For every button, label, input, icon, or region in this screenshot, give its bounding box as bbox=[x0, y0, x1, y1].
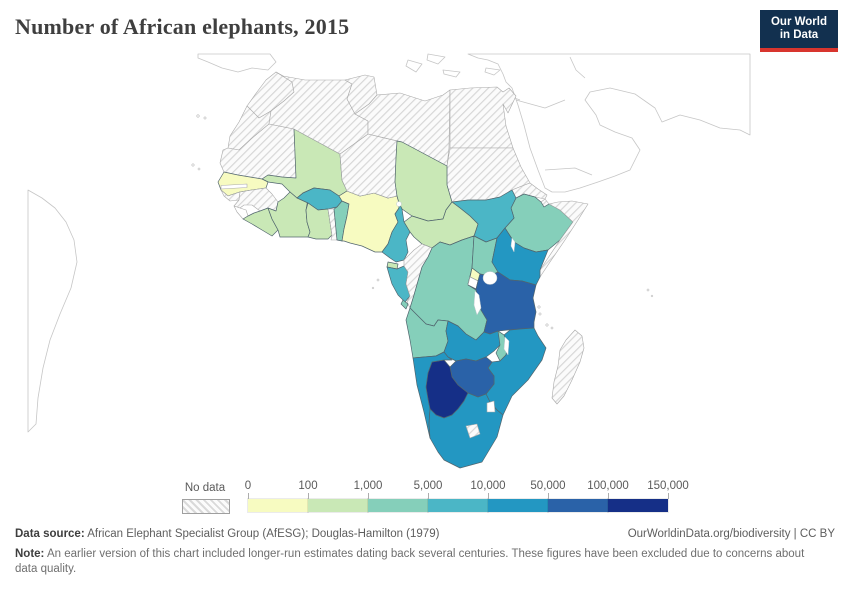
zanzibar bbox=[537, 305, 541, 309]
chart-footer: Data source: African Elephant Specialist… bbox=[15, 528, 835, 577]
legend-tick bbox=[488, 493, 489, 499]
country-cameroon[interactable] bbox=[381, 202, 411, 263]
map-legend[interactable]: No data 0 100 1,000 5,000 10,000 50,000 … bbox=[0, 478, 850, 522]
foreign-landmasses bbox=[27, 53, 751, 433]
lakes bbox=[396, 201, 516, 356]
note-label: Note: bbox=[15, 548, 45, 560]
owid-link[interactable]: OurWorldinData.org/biodiversity | CC BY bbox=[627, 528, 835, 540]
legend-tick bbox=[668, 493, 669, 499]
legend-tick bbox=[548, 493, 549, 499]
legend-bin[interactable] bbox=[247, 498, 309, 513]
legend-tick bbox=[608, 493, 609, 499]
data-source-text: African Elephant Specialist Group (AfESG… bbox=[84, 528, 440, 540]
cyprus bbox=[484, 67, 501, 76]
country-angola-cabinda[interactable] bbox=[400, 299, 409, 310]
legend-tick-label: 1,000 bbox=[353, 480, 383, 492]
greece bbox=[426, 53, 446, 65]
seychelles bbox=[646, 288, 650, 292]
legend-bin[interactable] bbox=[427, 498, 489, 513]
legend-tick bbox=[368, 493, 369, 499]
lake-turkana bbox=[510, 237, 516, 253]
lake-chad bbox=[396, 201, 402, 207]
no-data-label: No data bbox=[184, 482, 226, 494]
legend-bin[interactable] bbox=[367, 498, 429, 513]
lake-tanganyika bbox=[473, 290, 482, 316]
canary-islands bbox=[196, 114, 200, 118]
country-somalia[interactable] bbox=[539, 200, 589, 278]
sicily bbox=[405, 59, 423, 73]
country-ghana[interactable] bbox=[305, 202, 333, 240]
legend-tick-label: 100 bbox=[298, 480, 318, 492]
data-source-line: Data source: African Elephant Specialist… bbox=[15, 528, 439, 540]
legend-color-bar[interactable] bbox=[247, 498, 669, 513]
country-lesotho[interactable] bbox=[465, 423, 481, 439]
lake-victoria bbox=[482, 271, 498, 285]
logo-line2: in Data bbox=[779, 29, 819, 41]
country-namibia[interactable] bbox=[412, 351, 453, 439]
legend-tick-label: 50,000 bbox=[530, 480, 566, 492]
legend-bin[interactable] bbox=[307, 498, 369, 513]
country-gambia[interactable] bbox=[220, 183, 248, 190]
logo-line1: Our World bbox=[770, 16, 827, 29]
iberia-coast bbox=[197, 53, 277, 73]
south-america-coast bbox=[27, 189, 78, 433]
owid-logo[interactable]: Our World in Data bbox=[760, 10, 838, 52]
no-data-swatch[interactable] bbox=[182, 499, 230, 514]
country-south-africa[interactable] bbox=[428, 392, 504, 469]
africa-choropleth-map[interactable] bbox=[0, 52, 850, 482]
legend-tick bbox=[248, 493, 249, 499]
country-eswatini[interactable] bbox=[486, 400, 496, 413]
sao-tome bbox=[376, 278, 380, 282]
cape-verde bbox=[191, 163, 195, 167]
legend-bin[interactable] bbox=[547, 498, 609, 513]
legend-tick bbox=[308, 493, 309, 499]
note-line: Note: An earlier version of this chart i… bbox=[15, 547, 815, 577]
legend-bin[interactable] bbox=[487, 498, 549, 513]
crete bbox=[442, 69, 461, 78]
small-islands bbox=[191, 114, 654, 330]
legend-tick bbox=[428, 493, 429, 499]
legend-tick-label: 10,000 bbox=[470, 480, 506, 492]
legend-tick-label: 100,000 bbox=[587, 480, 629, 492]
data-source-label: Data source: bbox=[15, 528, 85, 540]
legend-tick-label: 150,000 bbox=[647, 480, 689, 492]
lake-malawi bbox=[503, 336, 510, 356]
middle-east bbox=[467, 53, 751, 193]
africa-countries[interactable] bbox=[217, 71, 589, 469]
country-central-african-republic[interactable] bbox=[403, 201, 479, 249]
chart-title: Number of African elephants, 2015 bbox=[15, 14, 350, 39]
legend-tick-label: 5,000 bbox=[413, 480, 443, 492]
comoros bbox=[545, 323, 549, 327]
legend-bin[interactable] bbox=[607, 498, 669, 513]
legend-tick-label: 0 bbox=[244, 480, 252, 492]
country-egypt[interactable] bbox=[449, 86, 517, 149]
country-madagascar[interactable] bbox=[551, 329, 585, 405]
note-text: An earlier version of this chart include… bbox=[15, 548, 805, 575]
